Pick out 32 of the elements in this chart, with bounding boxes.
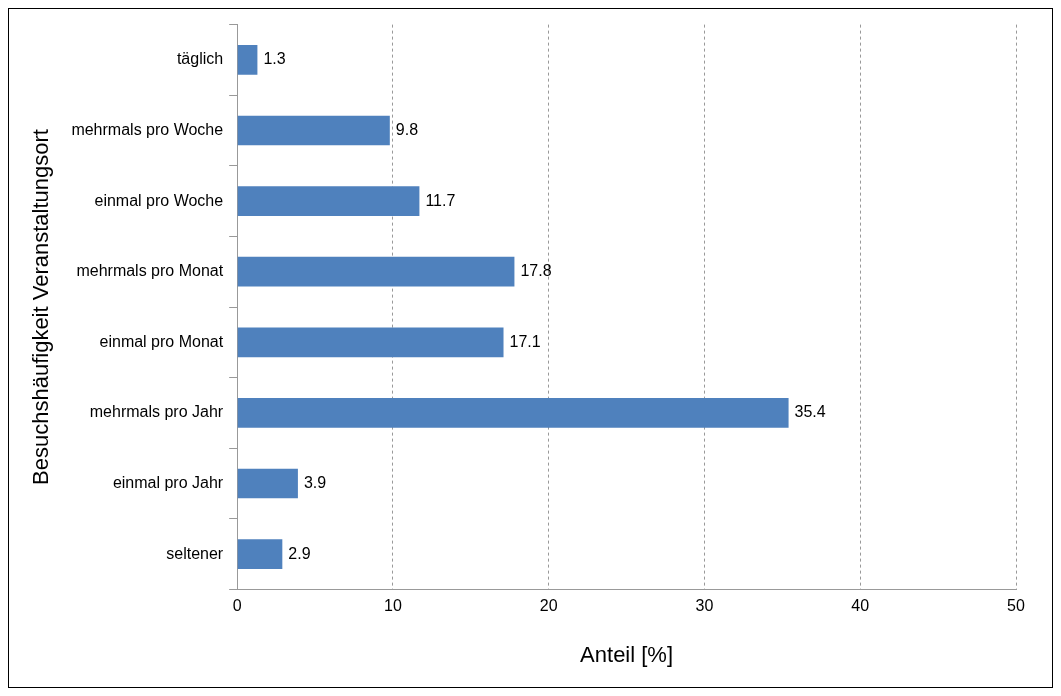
data-label: 1.3 [263,50,286,68]
x-tick-label: 40 [851,597,870,615]
y-tick-label: einmal pro Woche [94,191,224,209]
bar [237,539,283,569]
y-tick-label: mehrmals pro Monat [76,262,224,280]
data-label: 11.7 [425,191,456,209]
y-tick-label: einmal pro Jahr [112,473,224,491]
data-label: 3.9 [303,473,327,491]
bar [237,327,504,358]
bar [237,398,789,428]
y-axis-title: Besuchshäufigkeit Veranstaltungsort [28,129,54,485]
bar [237,186,420,216]
data-label: 35.4 [794,403,826,421]
y-tick-label: täglich [176,50,224,68]
x-tick-label: 20 [539,597,558,615]
x-tick-label: 10 [384,597,402,615]
y-tick-label: mehrmals pro Jahr [89,403,224,421]
x-tick-label: 30 [695,597,714,615]
bar [237,256,515,287]
y-tick-label: seltener [166,544,224,562]
y-tick-label: mehrmals pro Woche [71,120,224,138]
data-label: 17.8 [520,262,552,280]
x-tick-label: 50 [1007,597,1025,615]
bar [237,45,258,75]
data-label: 2.9 [288,544,311,562]
y-tick-label: einmal pro Monat [99,332,224,350]
x-axis-title: Anteil [%] [580,641,674,667]
data-label: 17.1 [509,332,541,350]
data-label: 9.8 [395,120,419,138]
bar [237,468,298,499]
x-tick-label: 0 [232,597,242,615]
bar [237,115,390,146]
